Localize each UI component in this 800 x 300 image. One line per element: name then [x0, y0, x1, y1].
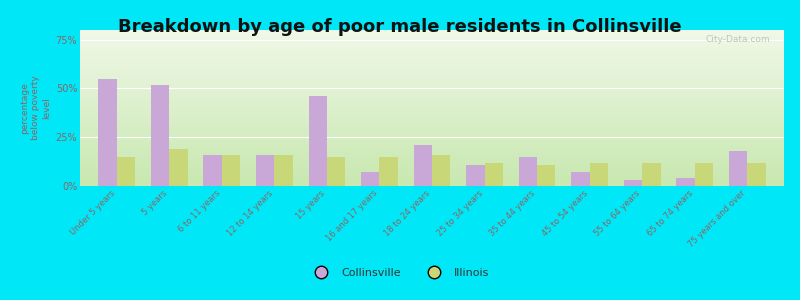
Bar — [274, 155, 293, 186]
Bar — [203, 155, 222, 186]
Bar — [466, 164, 485, 186]
Legend: Collinsville, Illinois: Collinsville, Illinois — [306, 264, 494, 282]
Bar — [694, 163, 713, 186]
Bar — [518, 157, 537, 186]
Bar — [537, 164, 555, 186]
Bar — [676, 178, 694, 186]
Bar — [624, 180, 642, 186]
Bar — [642, 163, 661, 186]
Bar — [98, 79, 117, 186]
Text: City-Data.com: City-Data.com — [706, 35, 770, 44]
Bar — [309, 96, 327, 186]
Bar — [170, 149, 188, 186]
Bar — [256, 155, 274, 186]
Bar — [590, 163, 608, 186]
Bar — [432, 155, 450, 186]
Bar — [747, 163, 766, 186]
Bar — [117, 157, 135, 186]
Bar — [379, 157, 398, 186]
Y-axis label: percentage
below poverty
level: percentage below poverty level — [20, 76, 51, 140]
Bar — [571, 172, 590, 186]
Bar — [485, 163, 503, 186]
Text: Breakdown by age of poor male residents in Collinsville: Breakdown by age of poor male residents … — [118, 18, 682, 36]
Bar — [327, 157, 346, 186]
Bar — [151, 85, 170, 186]
Bar — [222, 155, 240, 186]
Bar — [414, 145, 432, 186]
Bar — [361, 172, 379, 186]
Bar — [729, 151, 747, 186]
